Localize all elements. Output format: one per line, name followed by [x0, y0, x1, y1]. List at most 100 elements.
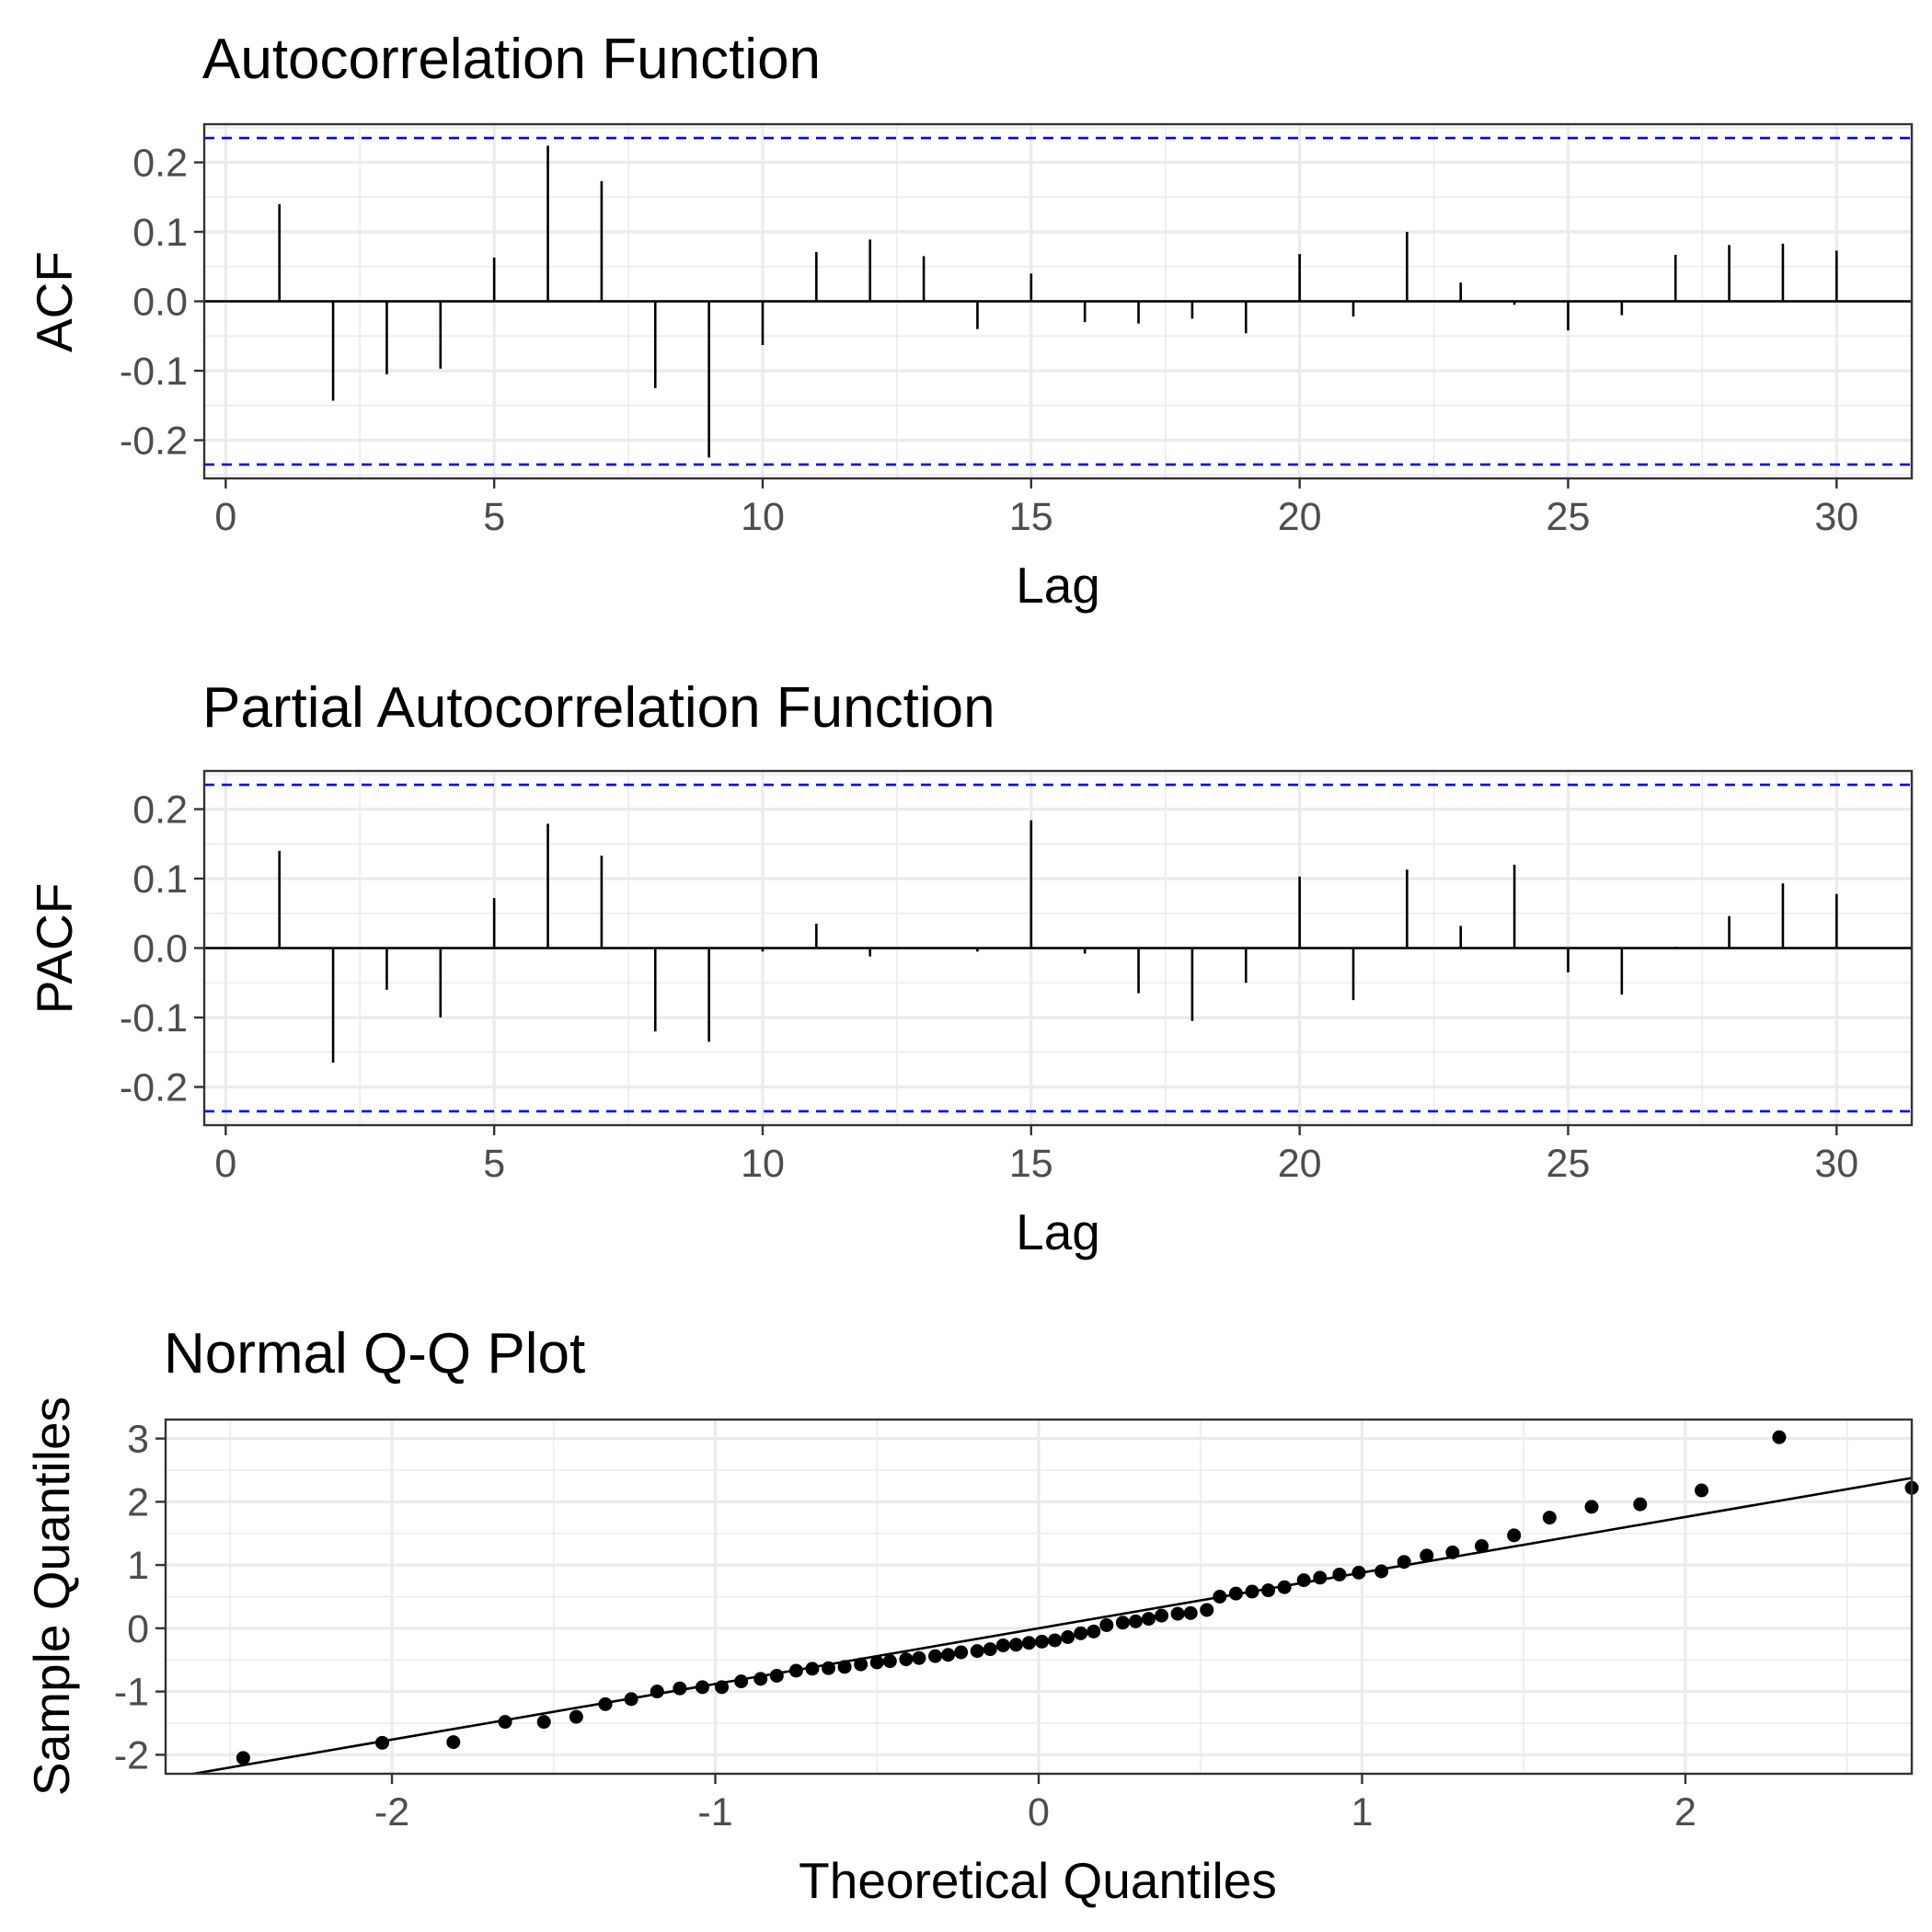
pacf-y-tick-label: 0.0	[132, 927, 188, 972]
acf-y-tick-label: 0.1	[132, 211, 188, 255]
qq-point	[1420, 1548, 1434, 1563]
acf-x-tick-label: 5	[483, 495, 505, 539]
acf-y-tick-label: -0.1	[120, 350, 188, 394]
qq-y-tick-label: -1	[114, 1671, 149, 1715]
qq-point	[954, 1645, 969, 1660]
qq-point	[446, 1735, 461, 1750]
qq-point	[928, 1649, 943, 1663]
pacf-x-tick-label: 0	[214, 1142, 236, 1186]
pacf-x-axis-title: Lag	[1016, 1203, 1100, 1260]
pacf-x-tick-label: 10	[741, 1142, 785, 1186]
qq-point	[1507, 1528, 1522, 1543]
pacf-marks	[204, 783, 1912, 1113]
qq-point	[788, 1663, 803, 1678]
qq-y-tick-label: 3	[127, 1418, 149, 1462]
qq-point	[1397, 1555, 1411, 1570]
qq-point	[995, 1638, 1010, 1652]
qq-point	[983, 1642, 997, 1657]
pacf-x-tick-label: 5	[483, 1142, 505, 1186]
acf-y-tick-label: 0.2	[132, 142, 188, 186]
qq-point	[536, 1715, 551, 1730]
acf-x-tick-label: 0	[214, 495, 236, 539]
pacf-x-tick-label: 20	[1278, 1142, 1322, 1186]
qq-point	[673, 1681, 687, 1696]
qq-point	[805, 1662, 820, 1676]
acf-x-tick-label: 20	[1278, 495, 1322, 539]
qq-point	[695, 1680, 709, 1695]
qq-point	[769, 1668, 784, 1683]
qq-point	[941, 1648, 956, 1662]
qq-point	[1228, 1586, 1243, 1601]
qq-point	[869, 1655, 884, 1670]
acf-chart: Autocorrelation Function 0 5 10 15 20 25 30 -0.…	[26, 28, 1914, 614]
qq-point	[624, 1692, 638, 1707]
qq-point	[1313, 1570, 1328, 1585]
qq-point	[899, 1652, 914, 1667]
qq-point	[1445, 1545, 1460, 1559]
qq-point	[598, 1696, 613, 1711]
qq-point	[753, 1672, 768, 1686]
pacf-x-tick-label: 25	[1547, 1142, 1591, 1186]
qq-x-tick-label: 2	[1674, 1790, 1696, 1834]
qq-point	[1542, 1511, 1557, 1525]
acf-y-axis-title: ACF	[26, 251, 83, 352]
acf-y-tick-label: 0.0	[132, 281, 188, 325]
qq-axis-ticks: -2 -1 0 1 2 -2 -1 0 1 2 3	[114, 1418, 1696, 1834]
qq-marks	[186, 1430, 1919, 1774]
qq-point	[970, 1644, 984, 1659]
pacf-y-axis-title: PACF	[26, 883, 83, 1015]
qq-point	[1213, 1590, 1227, 1604]
qq-reference-line	[186, 1477, 1912, 1774]
qq-y-tick-label: 2	[127, 1480, 149, 1524]
qq-title: Normal Q-Q Plot	[164, 1322, 585, 1386]
pacf-title: Partial Autocorrelation Function	[202, 676, 995, 740]
qq-point	[854, 1657, 868, 1672]
qq-point	[715, 1680, 730, 1695]
qq-point	[374, 1735, 389, 1750]
qq-y-axis-title: Sample Quantiles	[23, 1397, 80, 1796]
qq-point	[236, 1751, 250, 1765]
pacf-chart: Partial Autocorrelation Function 0 5 10 15 2…	[26, 676, 1914, 1260]
acf-x-tick-label: 25	[1547, 495, 1591, 539]
qq-point	[1142, 1612, 1156, 1627]
qq-point	[650, 1685, 664, 1699]
pacf-y-tick-label: 0.2	[132, 788, 188, 833]
qq-point	[1200, 1603, 1214, 1617]
qq-point	[1035, 1634, 1050, 1649]
qq-point	[882, 1654, 897, 1669]
qq-x-tick-label: 0	[1028, 1790, 1050, 1834]
pacf-axis-ticks: 0 5 10 15 20 25 30 -0.2 -0.1 0.0 0.1 0.2	[120, 788, 1858, 1186]
qq-point	[1245, 1584, 1259, 1599]
qq-point	[1633, 1497, 1648, 1512]
qq-y-tick-label: -2	[114, 1733, 149, 1777]
qq-point	[1351, 1565, 1366, 1580]
qq-y-tick-label: 0	[127, 1607, 149, 1651]
qq-chart: Normal Q-Q Plot -2 -1 0 1 2 -2 -1 0 1 2 3 Theoreti…	[23, 1322, 1919, 1909]
qq-point	[569, 1709, 583, 1724]
qq-point	[1061, 1630, 1075, 1644]
qq-point	[498, 1715, 512, 1730]
pacf-y-tick-label: 0.1	[132, 857, 188, 902]
pacf-x-tick-label: 15	[1009, 1142, 1053, 1186]
qq-point	[1099, 1617, 1114, 1632]
acf-axis-ticks: 0 5 10 15 20 25 30 -0.2 -0.1 0.0 0.1 0.2	[120, 142, 1858, 539]
qq-point	[1048, 1633, 1063, 1648]
qq-point	[1087, 1624, 1101, 1639]
qq-point	[1261, 1583, 1276, 1598]
acf-x-tick-label: 30	[1814, 495, 1858, 539]
qq-point	[1772, 1430, 1787, 1444]
qq-point	[1374, 1564, 1389, 1579]
qq-point	[837, 1660, 852, 1674]
qq-point	[1155, 1608, 1169, 1623]
qq-y-tick-label: 1	[127, 1544, 149, 1588]
qq-point	[1475, 1539, 1489, 1553]
qq-x-tick-label: -2	[374, 1790, 409, 1834]
acf-x-axis-title: Lag	[1016, 557, 1100, 614]
qq-x-tick-label: -1	[697, 1790, 732, 1834]
acf-x-tick-label: 10	[741, 495, 785, 539]
qq-point	[734, 1674, 749, 1689]
acf-y-tick-label: -0.2	[120, 419, 188, 463]
qq-point	[1296, 1573, 1311, 1588]
